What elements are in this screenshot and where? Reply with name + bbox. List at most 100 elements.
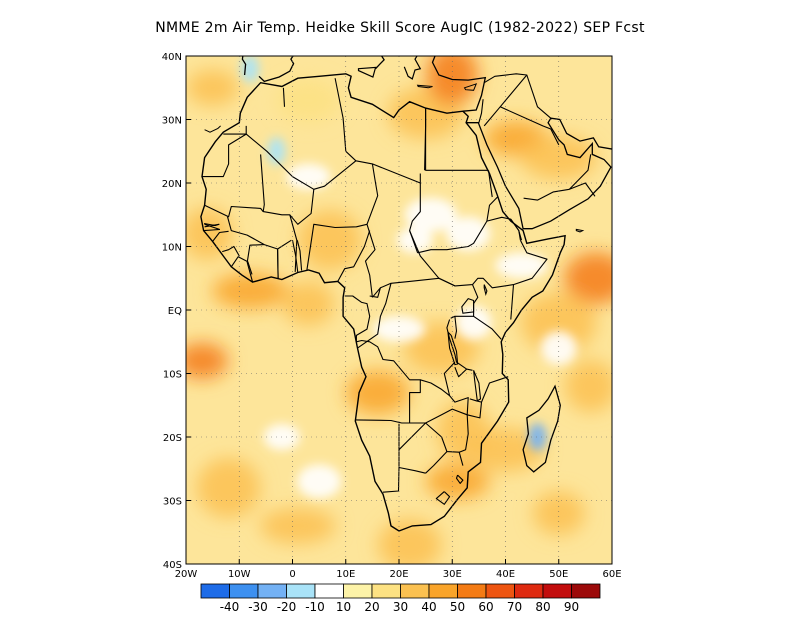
latitude-tick-label: EQ [168, 306, 182, 317]
country-border [203, 223, 221, 232]
low-skill-area [446, 216, 491, 251]
country-border [306, 223, 368, 271]
latitude-axis: 40N 30N 20N 10N EQ 10S 20S 30S 40S [162, 52, 191, 571]
latitude-tick-label: 10S [163, 370, 182, 381]
crete-coastline [416, 84, 433, 89]
greece-coastline [403, 56, 422, 80]
colorbar-label: 20 [364, 600, 379, 614]
country-border [499, 106, 560, 146]
colorbar-swatch [314, 583, 344, 599]
low-skill-area [495, 252, 548, 279]
country-border [212, 230, 229, 242]
high-skill-area [297, 210, 362, 271]
low-skill-area [373, 316, 425, 343]
country-border [455, 474, 464, 484]
iran-coastline [550, 117, 612, 150]
longitude-tick-label: 60E [602, 569, 621, 580]
low-skill-area [286, 163, 331, 190]
colorbar-swatch [400, 583, 430, 599]
colorbar-swatch [571, 583, 601, 599]
spain-south-coastline [258, 56, 295, 83]
country-border [246, 244, 265, 283]
country-border [480, 376, 509, 403]
country-border [458, 414, 469, 453]
coastline-borders [200, 56, 612, 532]
country-border [420, 361, 456, 397]
longitude-tick-label: 10W [228, 569, 251, 580]
country-border [523, 182, 596, 201]
canary-islands [204, 125, 221, 133]
country-border [204, 204, 264, 218]
colorbar-label: 40 [421, 600, 436, 614]
colorbar-label: -10 [305, 600, 325, 614]
country-border [510, 239, 548, 320]
high-skill-area [259, 507, 336, 544]
colorbar: -40 -30 -20 -10 10 20 30 40 50 60 70 80 90 [200, 583, 601, 614]
colorbar-swatch [428, 583, 458, 599]
country-border [471, 284, 502, 340]
country-border [296, 240, 303, 271]
high-skill-area [345, 370, 410, 415]
colorbar-swatch [485, 583, 515, 599]
country-border [291, 240, 299, 273]
lake-outline [461, 297, 475, 314]
country-border [202, 133, 247, 178]
colorbar-swatch [343, 583, 373, 599]
gridlines [186, 56, 612, 564]
longitude-tick-label: 0 [289, 569, 295, 580]
high-skill-area [403, 322, 480, 375]
country-border [398, 466, 426, 474]
country-border [569, 154, 592, 190]
country-border [357, 283, 392, 349]
latitude-tick-label: 40N [162, 52, 182, 63]
longitude-tick-label: 40E [496, 569, 515, 580]
latitude-tick-label: 20N [162, 179, 182, 190]
colorbar-swatch [200, 583, 230, 599]
latitude-tick-label: 10N [162, 243, 182, 254]
country-border [450, 315, 474, 319]
lake-outline [447, 330, 459, 366]
high-skill-area [186, 342, 228, 379]
country-border [364, 163, 379, 298]
high-skill-area [211, 272, 288, 309]
colorbar-label: 80 [535, 600, 550, 614]
colorbar-swatch [257, 583, 287, 599]
country-border [425, 451, 448, 474]
sicily-coastline [357, 66, 377, 78]
longitude-tick-label: 50E [549, 569, 568, 580]
high-skill-area [520, 292, 597, 353]
country-border [478, 99, 484, 123]
country-border [510, 218, 521, 241]
negative-skill-area [240, 56, 259, 83]
high-skill-area [467, 427, 544, 472]
colorbar-label: -30 [248, 600, 268, 614]
lake-outline [483, 284, 488, 296]
high-skill-area [426, 56, 479, 106]
country-border [204, 223, 220, 228]
negative-skill-area [528, 423, 547, 451]
country-border [344, 295, 371, 342]
colorbar-label: 90 [564, 600, 579, 614]
colorbar-swatch [542, 583, 572, 599]
colorbar-swatch [514, 583, 544, 599]
country-border [435, 491, 451, 505]
country-border [398, 422, 464, 466]
low-skill-area [540, 331, 577, 366]
levant-coastline [431, 56, 487, 112]
country-border [355, 339, 421, 424]
high-skill-area [564, 360, 612, 413]
longitude-tick-label: 30E [443, 569, 462, 580]
high-skill-area [425, 463, 490, 500]
country-border [487, 170, 493, 198]
colorbar-label: 50 [450, 600, 465, 614]
negative-skill-area [267, 137, 286, 166]
colorbar-swatch [457, 583, 487, 599]
low-skill-area [455, 305, 492, 340]
country-border [417, 196, 498, 254]
colorbar-label: 30 [393, 600, 408, 614]
low-skill-area [297, 464, 342, 499]
iberia-coastline [241, 56, 247, 76]
lake-outline [473, 370, 482, 402]
country-border [424, 108, 427, 171]
